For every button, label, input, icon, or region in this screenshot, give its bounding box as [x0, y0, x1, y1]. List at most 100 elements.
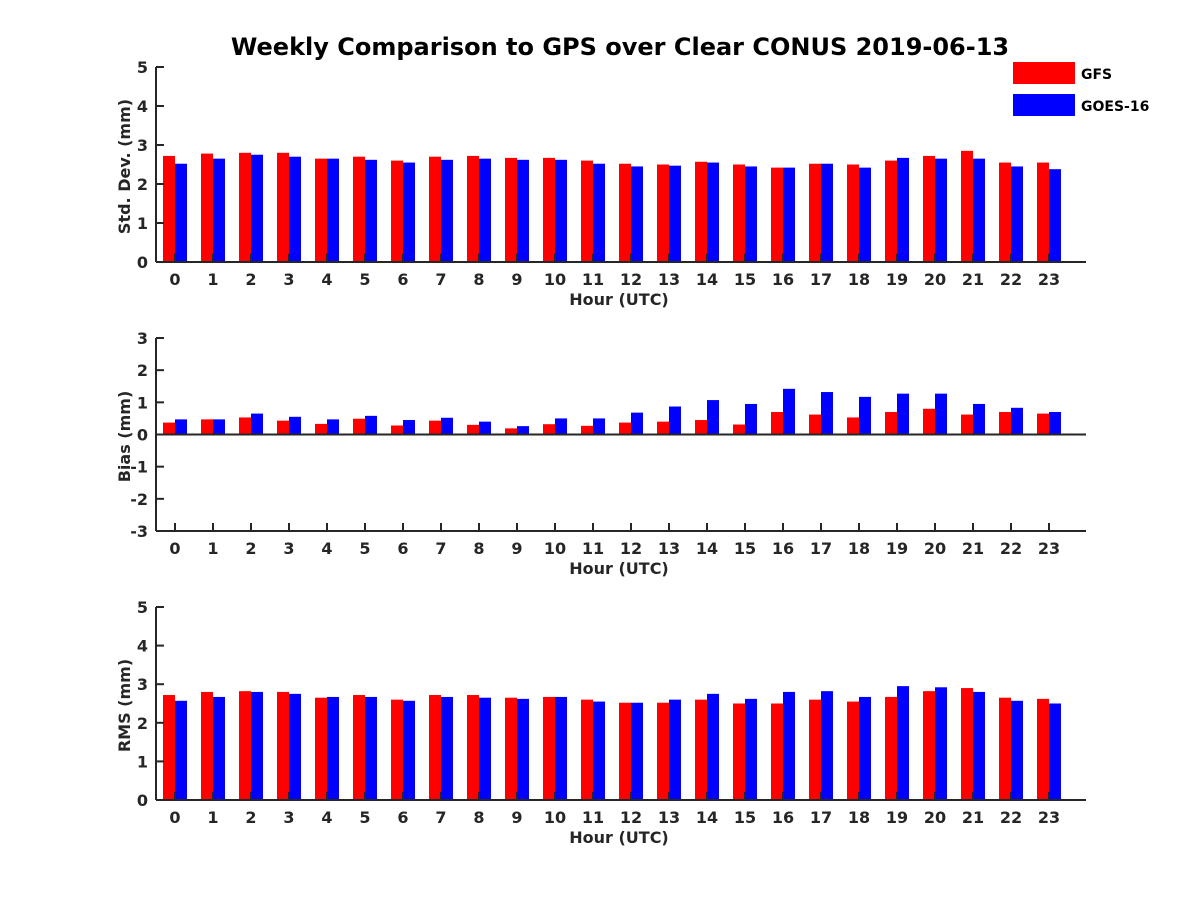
rms-bar-gfs-hour-14 [695, 699, 707, 800]
bias-x-tick-label: 12 [620, 539, 642, 558]
rms-bar-goes16-hour-3 [289, 693, 301, 800]
bias-bar-gfs-hour-5 [353, 418, 365, 435]
rms-bar-goes16-hour-21 [973, 691, 985, 800]
bias-x-tick-label: 14 [696, 539, 718, 558]
std-dev-bar-goes16-hour-19 [897, 157, 909, 262]
bias-bar-gfs-hour-14 [695, 420, 707, 435]
rms-bar-gfs-hour-8 [467, 695, 479, 800]
rms-x-tick-label: 0 [169, 808, 180, 827]
rms-bar-gfs-hour-13 [657, 702, 669, 800]
bias-x-tick-label: 23 [1038, 539, 1060, 558]
bias-bar-goes16-hour-11 [593, 418, 605, 435]
std-dev-x-tick-label: 17 [810, 270, 832, 289]
bias-x-tick-label: 4 [321, 539, 332, 558]
std-dev-x-tick-label: 18 [848, 270, 870, 289]
rms-bar-gfs-hour-23 [1037, 698, 1049, 800]
std-dev-bar-goes16-hour-15 [745, 166, 757, 262]
rms-bar-goes16-hour-13 [669, 699, 681, 800]
rms-bar-gfs-hour-11 [581, 699, 593, 800]
bias-bar-goes16-hour-2 [251, 413, 263, 435]
rms-x-tick-label: 23 [1038, 808, 1060, 827]
bias-bar-goes16-hour-16 [783, 388, 795, 435]
bias-bar-gfs-hour-2 [239, 417, 251, 435]
std-dev-bar-gfs-hour-7 [429, 156, 441, 262]
bias-y-tick-label: 3 [137, 329, 148, 348]
rms-y-tick-label: 0 [137, 791, 148, 810]
rms-x-tick-label: 22 [1000, 808, 1022, 827]
bias-bar-goes16-hour-1 [213, 419, 225, 435]
bias-y-tick-label: -2 [130, 490, 148, 509]
std-dev-bar-gfs-hour-12 [619, 163, 631, 262]
std-dev-x-tick-label: 4 [321, 270, 332, 289]
bias-bar-goes16-hour-19 [897, 393, 909, 435]
rms-x-tick-label: 13 [658, 808, 680, 827]
std-dev-y-tick-label: 3 [137, 136, 148, 155]
rms-x-tick-label: 21 [962, 808, 984, 827]
bias-bar-gfs-hour-11 [581, 425, 593, 435]
std-dev-bar-gfs-hour-0 [163, 155, 175, 262]
bias-y-tick-label: -3 [130, 522, 148, 541]
bias-bar-gfs-hour-10 [543, 424, 555, 435]
rms-x-tick-label: 6 [397, 808, 408, 827]
rms-x-tick-label: 14 [696, 808, 718, 827]
std-dev-bar-goes16-hour-12 [631, 166, 643, 262]
bias-bar-goes16-hour-13 [669, 406, 681, 435]
rms-x-tick-label: 19 [886, 808, 908, 827]
bias-y-tick-label: 1 [137, 393, 148, 412]
std-dev-bar-gfs-hour-6 [391, 160, 403, 262]
bias-bar-gfs-hour-15 [733, 424, 745, 435]
rms-bar-gfs-hour-20 [923, 691, 935, 800]
std-dev-bar-gfs-hour-22 [999, 162, 1011, 262]
std-dev-bar-goes16-hour-10 [555, 159, 567, 262]
rms-bar-goes16-hour-16 [783, 691, 795, 800]
bias-x-tick-label: 19 [886, 539, 908, 558]
rms-bar-goes16-hour-23 [1049, 703, 1061, 800]
rms-bar-goes16-hour-5 [365, 696, 377, 800]
std-dev-bar-gfs-hour-21 [961, 150, 973, 262]
std-dev-x-tick-label: 1 [207, 270, 218, 289]
std-dev-x-tick-label: 21 [962, 270, 984, 289]
rms-bar-gfs-hour-21 [961, 688, 973, 800]
bias-bar-gfs-hour-22 [999, 411, 1011, 435]
std-dev-x-tick-label: 5 [359, 270, 370, 289]
rms-bar-gfs-hour-1 [201, 691, 213, 800]
rms-x-tick-label: 12 [620, 808, 642, 827]
rms-bar-goes16-hour-19 [897, 686, 909, 800]
std-dev-x-tick-label: 19 [886, 270, 908, 289]
std-dev-y-tick-label: 0 [137, 253, 148, 272]
std-dev-bar-gfs-hour-18 [847, 164, 859, 262]
bias-bar-goes16-hour-20 [935, 393, 947, 435]
rms-bar-goes16-hour-17 [821, 691, 833, 800]
bias-bar-goes16-hour-8 [479, 421, 491, 435]
rms-bar-goes16-hour-2 [251, 691, 263, 800]
bias-bar-gfs-hour-19 [885, 411, 897, 435]
bias-bar-gfs-hour-0 [163, 422, 175, 435]
std-dev-bar-gfs-hour-20 [923, 155, 935, 262]
rms-bar-goes16-hour-9 [517, 698, 529, 800]
rms-bar-goes16-hour-10 [555, 696, 567, 800]
std-dev-bar-gfs-hour-17 [809, 163, 821, 262]
std-dev-bar-goes16-hour-17 [821, 163, 833, 262]
std-dev-bar-goes16-hour-3 [289, 156, 301, 262]
rms-x-tick-label: 18 [848, 808, 870, 827]
bias-bar-goes16-hour-12 [631, 412, 643, 435]
rms-bar-gfs-hour-6 [391, 699, 403, 800]
std-dev-bar-goes16-hour-8 [479, 158, 491, 262]
bias-bar-gfs-hour-4 [315, 423, 327, 435]
rms-x-tick-label: 17 [810, 808, 832, 827]
std-dev-bar-goes16-hour-7 [441, 159, 453, 262]
std-dev-x-tick-label: 0 [169, 270, 180, 289]
std-dev-y-tick-label: 2 [137, 175, 148, 194]
bias-x-tick-label: 3 [283, 539, 294, 558]
std-dev-bar-goes16-hour-20 [935, 158, 947, 262]
rms-x-tick-label: 20 [924, 808, 946, 827]
bias-x-tick-label: 15 [734, 539, 756, 558]
bias-bar-gfs-hour-1 [201, 419, 213, 435]
bias-bar-gfs-hour-13 [657, 421, 669, 435]
rms-y-tick-label: 1 [137, 752, 148, 771]
std-dev-bar-gfs-hour-9 [505, 157, 517, 262]
rms-bar-gfs-hour-16 [771, 703, 783, 800]
std-dev-x-tick-label: 8 [473, 270, 484, 289]
bias-bar-gfs-hour-6 [391, 425, 403, 435]
rms-bar-gfs-hour-18 [847, 701, 859, 800]
